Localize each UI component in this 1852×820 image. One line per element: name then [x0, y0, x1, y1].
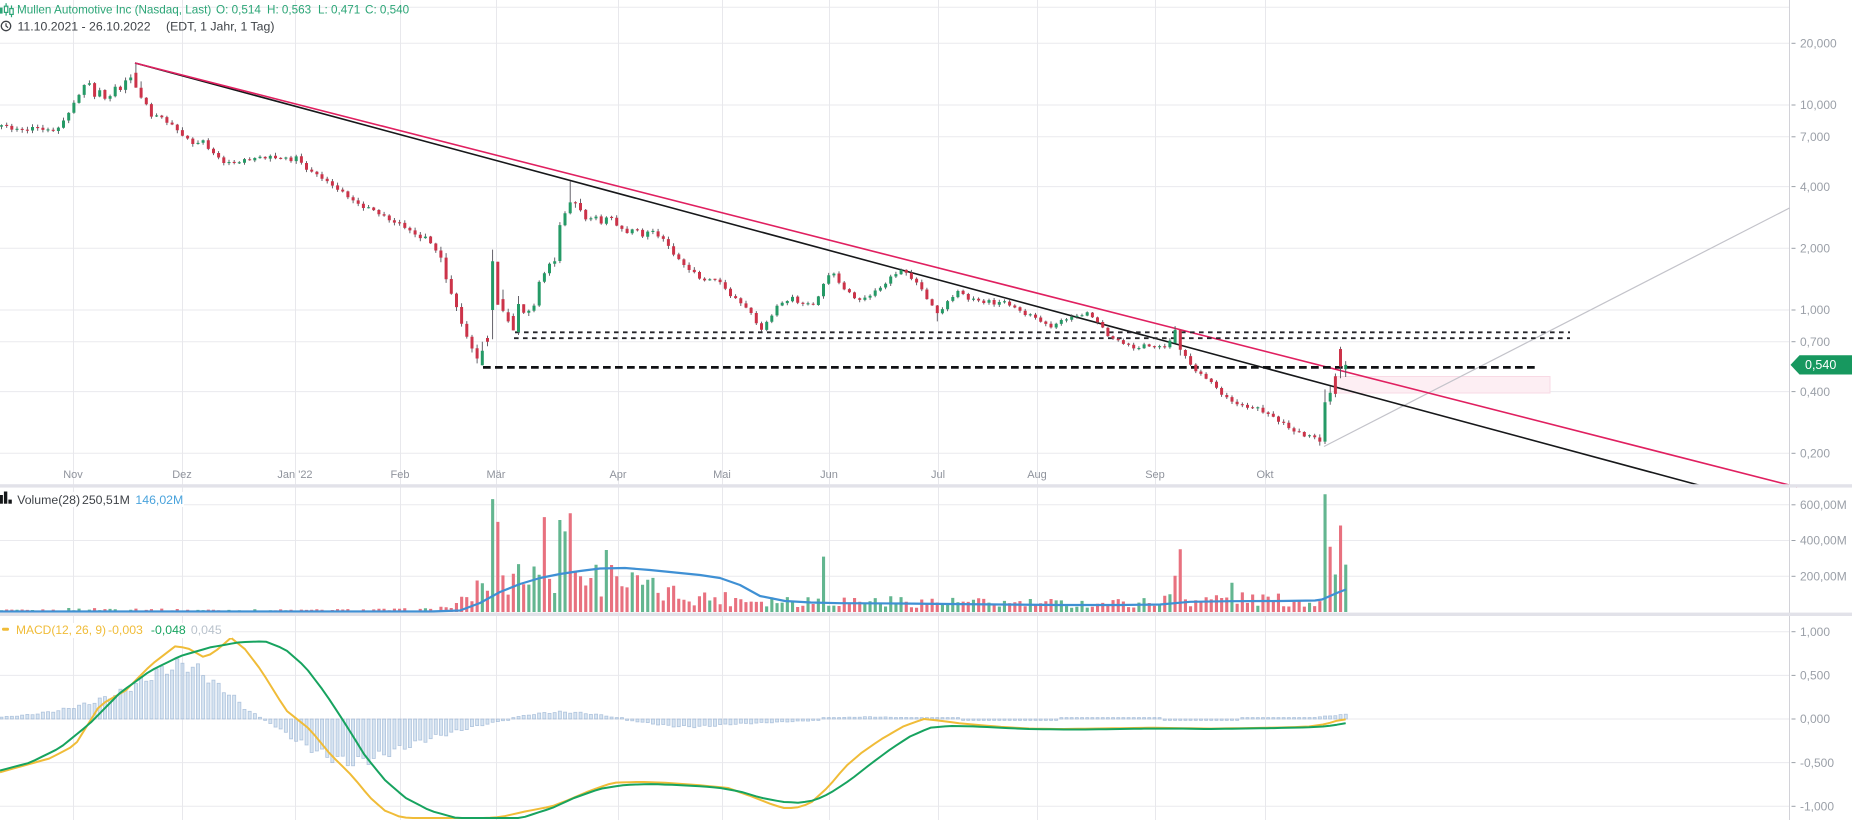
svg-text:Jul: Jul	[931, 469, 945, 481]
svg-text:146,02M: 146,02M	[135, 493, 183, 507]
svg-text:MACD(12, 26, 9): MACD(12, 26, 9)	[16, 623, 106, 637]
svg-text:O: 0,514: O: 0,514	[216, 4, 261, 17]
svg-text:Jun: Jun	[820, 469, 838, 481]
svg-text:Aug: Aug	[1027, 469, 1047, 481]
svg-text:Jan '22: Jan '22	[277, 469, 312, 481]
svg-text:1,000: 1,000	[1800, 625, 1830, 639]
svg-text:Dez: Dez	[172, 469, 192, 481]
svg-text:400,00M: 400,00M	[1800, 534, 1847, 548]
svg-text:2,000: 2,000	[1800, 242, 1830, 256]
svg-text:Apr: Apr	[609, 469, 626, 481]
svg-text:Mai: Mai	[713, 469, 731, 481]
svg-text:Mär: Mär	[487, 469, 506, 481]
svg-text:7,000: 7,000	[1800, 130, 1830, 144]
svg-text:10,000: 10,000	[1800, 98, 1837, 112]
svg-text:11.10.2021 - 26.10.2022: 11.10.2021 - 26.10.2022	[18, 20, 151, 34]
svg-text:250,51M: 250,51M	[82, 493, 130, 507]
svg-text:(EDT, 1 Jahr, 1 Tag): (EDT, 1 Jahr, 1 Tag)	[166, 20, 274, 34]
svg-text:L: 0,471: L: 0,471	[318, 4, 360, 17]
svg-text:20,000: 20,000	[1800, 37, 1837, 51]
svg-text:C: 0,540: C: 0,540	[365, 4, 410, 17]
svg-text:0,540: 0,540	[1805, 358, 1836, 372]
svg-text:1,000: 1,000	[1800, 303, 1830, 317]
svg-text:4,000: 4,000	[1800, 180, 1830, 194]
svg-text:Sep: Sep	[1145, 469, 1165, 481]
svg-text:0,000: 0,000	[1800, 712, 1830, 726]
svg-text:-0,003: -0,003	[108, 623, 143, 637]
svg-text:Feb: Feb	[391, 469, 410, 481]
svg-text:Volume(28): Volume(28)	[17, 493, 80, 507]
svg-text:-0,500: -0,500	[1800, 756, 1834, 770]
svg-text:0,500: 0,500	[1800, 669, 1830, 683]
svg-text:Okt: Okt	[1256, 469, 1273, 481]
svg-text:Mullen Automotive Inc (Nasdaq,: Mullen Automotive Inc (Nasdaq, Last)	[17, 4, 211, 17]
svg-text:-0,048: -0,048	[151, 623, 186, 637]
svg-text:Nov: Nov	[63, 469, 83, 481]
svg-text:600,00M: 600,00M	[1800, 498, 1847, 512]
svg-text:0,700: 0,700	[1800, 335, 1830, 349]
svg-text:0,200: 0,200	[1800, 447, 1830, 461]
svg-text:0,045: 0,045	[191, 623, 222, 637]
svg-text:-1,000: -1,000	[1800, 800, 1834, 814]
svg-text:H: 0,563: H: 0,563	[267, 4, 311, 17]
svg-text:200,00M: 200,00M	[1800, 570, 1847, 584]
svg-text:0,400: 0,400	[1800, 385, 1830, 399]
